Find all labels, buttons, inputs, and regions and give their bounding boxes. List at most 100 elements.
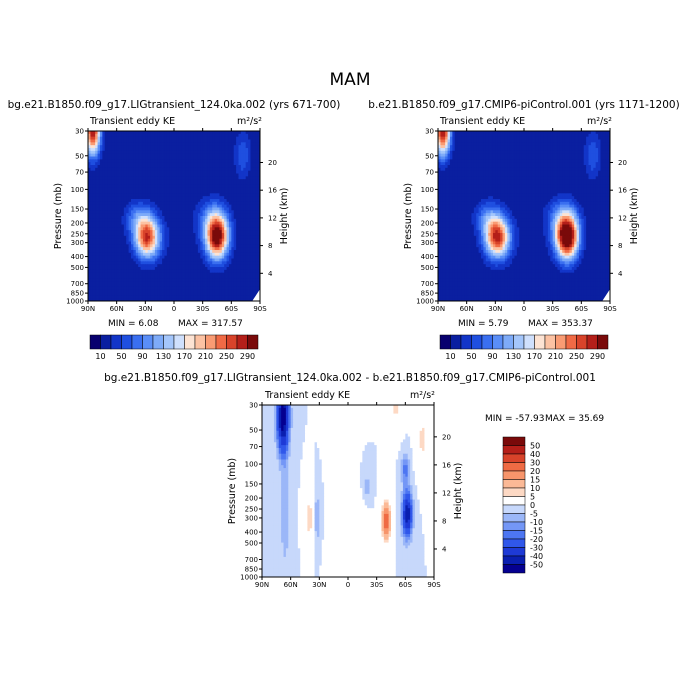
field-cell: [138, 292, 141, 296]
field-cell: [221, 165, 225, 169]
field-cell: [171, 201, 175, 206]
field-cell: [245, 289, 249, 293]
field-cell: [255, 190, 259, 194]
field-cell: [104, 224, 108, 228]
field-cell: [228, 272, 232, 276]
field-cell: [226, 278, 230, 282]
field-cell: [107, 142, 110, 146]
field-cell: [183, 176, 187, 180]
field-cell: [116, 252, 120, 257]
field-cell: [178, 261, 182, 265]
field-cell: [166, 267, 170, 271]
field-cell: [504, 150, 508, 155]
field-cell: [128, 199, 132, 203]
field-cell: [562, 131, 566, 135]
field-cell: [219, 182, 223, 186]
field-cell: [145, 196, 149, 200]
field-cell: [142, 148, 146, 152]
field-cell: [95, 133, 98, 138]
field-cell: [205, 233, 208, 237]
field-cell: [92, 165, 96, 169]
field-cell: [445, 153, 448, 157]
field-cell: [207, 184, 211, 189]
field-cell: [236, 281, 239, 285]
field-cell: [104, 298, 108, 302]
field-cell: [209, 139, 213, 143]
field-cell: [157, 139, 161, 143]
field-cell: [547, 150, 551, 155]
field-cell: [128, 295, 132, 299]
field-cell: [109, 150, 113, 155]
field-cell: [528, 145, 532, 149]
field-cell: [145, 204, 149, 208]
field-cell: [176, 221, 180, 225]
field-cell: [164, 201, 168, 206]
field-cell: [140, 267, 144, 271]
field-cell: [128, 261, 132, 265]
field-cell: [174, 247, 177, 251]
field-cell: [197, 213, 201, 217]
field-cell: [593, 136, 597, 140]
field-cell: [214, 182, 218, 186]
field-cell: [123, 238, 127, 242]
panel-lig: bg.e21.B1850.f09_g17.LIGtransient_124.0k…: [8, 99, 341, 361]
field-cell: [248, 281, 251, 285]
field-cell: [183, 269, 187, 274]
field-cell: [140, 233, 144, 237]
field-cell: [188, 258, 192, 262]
field-cell: [147, 131, 151, 135]
field-cell: [95, 281, 98, 285]
field-cell: [116, 235, 120, 240]
field-cell: [138, 252, 141, 257]
field-cell: [178, 139, 182, 143]
field-cell: [109, 295, 113, 299]
field-cell: [138, 233, 141, 237]
field-cell: [224, 167, 227, 172]
field-cell: [238, 204, 242, 208]
field-cell: [193, 275, 196, 279]
field-cell: [200, 238, 204, 242]
field-cell: [195, 278, 199, 282]
field-cell: [236, 230, 239, 234]
field-cell: [233, 267, 237, 271]
field-cell: [602, 150, 606, 155]
field-cell: [109, 230, 113, 234]
field-cell: [240, 298, 244, 302]
field-cell: [555, 131, 558, 135]
field-cell: [95, 162, 98, 166]
field-cell: [188, 264, 192, 268]
field-cell: [169, 281, 173, 285]
field-cell: [245, 227, 249, 231]
field-cell: [202, 199, 206, 203]
field-cell: [178, 136, 182, 140]
field-cell: [90, 267, 94, 271]
field-cell: [224, 184, 227, 189]
field-cell: [171, 258, 175, 262]
field-cell: [152, 145, 156, 149]
field-cell: [145, 162, 149, 166]
field-cell: [557, 136, 561, 140]
field-cell: [99, 221, 103, 225]
field-cell: [195, 179, 199, 183]
field-cell: [131, 190, 134, 194]
field-cell: [190, 235, 194, 240]
field-cell: [238, 281, 242, 285]
field-cell: [543, 150, 546, 155]
field-cell: [226, 213, 230, 217]
field-cell: [214, 233, 218, 237]
field-cell: [133, 207, 137, 211]
colorbar-swatch: [152, 334, 164, 350]
field-cell: [205, 176, 208, 180]
field-cell: [157, 199, 161, 203]
field-cell: [231, 133, 235, 138]
field-cell: [212, 131, 216, 135]
field-cell: [185, 148, 189, 152]
field-cell: [228, 252, 232, 257]
field-cell: [135, 159, 139, 163]
field-cell: [593, 142, 597, 146]
field-cell: [119, 258, 122, 262]
field-cell: [135, 264, 139, 268]
field-cell: [90, 241, 94, 245]
field-cell: [95, 207, 98, 211]
field-cell: [243, 199, 247, 203]
